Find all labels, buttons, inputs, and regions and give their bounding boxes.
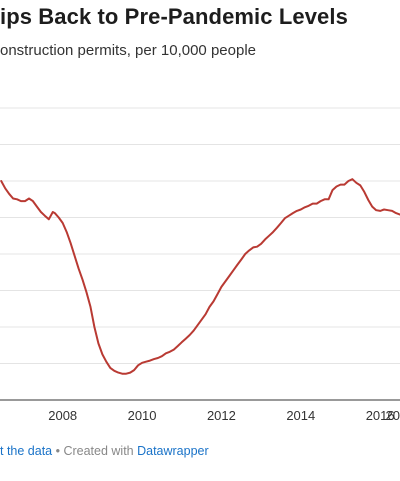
chart-title: ips Back to Pre-Pandemic Levels (0, 4, 348, 29)
datawrapper-link[interactable]: Datawrapper (137, 444, 209, 458)
series-layer (0, 178, 400, 375)
chart-footer: t the data • Created with Datawrapper (0, 444, 209, 458)
x-tick-label: 2010 (128, 408, 157, 423)
chart-subtitle: onstruction permits, per 10,000 people (0, 42, 256, 59)
gridlines (0, 107, 400, 401)
series-line-0 (0, 178, 400, 375)
get-the-data-link[interactable]: t the data (0, 444, 53, 458)
x-tick-label: 2014 (286, 408, 315, 423)
x-tick-label: 2008 (48, 408, 77, 423)
x-tick-label: 20 (386, 408, 400, 423)
footer-separator: • Created with (52, 444, 138, 458)
x-tick-label: 2012 (207, 408, 236, 423)
x-tick-label: 2016 (366, 408, 395, 423)
